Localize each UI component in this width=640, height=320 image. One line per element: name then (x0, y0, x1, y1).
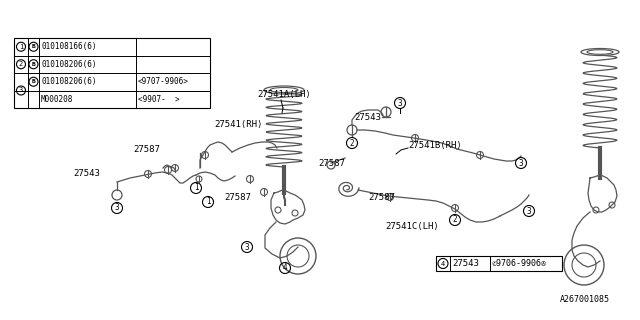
Text: 4: 4 (441, 260, 445, 267)
Text: 27543: 27543 (354, 114, 381, 123)
Text: 27541⟨RH⟩: 27541⟨RH⟩ (214, 119, 262, 129)
Bar (14, 38, 210, 108)
Text: 27543: 27543 (452, 259, 479, 268)
Text: 010108166(6): 010108166(6) (41, 42, 97, 51)
Text: 3: 3 (527, 206, 531, 215)
Ellipse shape (270, 87, 298, 92)
Text: B: B (31, 79, 35, 84)
Text: 010108206(6): 010108206(6) (41, 60, 97, 69)
Text: 27587: 27587 (318, 159, 345, 169)
Text: 3: 3 (115, 204, 119, 212)
Bar (436, 256, 562, 271)
Text: B: B (31, 44, 35, 49)
Text: 1: 1 (194, 183, 198, 193)
Text: 27543: 27543 (73, 170, 100, 179)
Text: A267001085: A267001085 (560, 295, 610, 305)
Text: 3: 3 (397, 99, 403, 108)
Text: B: B (31, 62, 35, 67)
Text: <9707-9906>: <9707-9906> (138, 77, 189, 86)
Text: 1: 1 (19, 44, 23, 50)
Text: 27541A⟨LH⟩: 27541A⟨LH⟩ (257, 90, 311, 99)
Text: <9907-  >: <9907- > (138, 95, 180, 104)
Text: 3: 3 (518, 158, 524, 167)
Text: 27587: 27587 (133, 145, 160, 154)
Text: 2: 2 (349, 139, 355, 148)
Text: 010108206(6): 010108206(6) (41, 77, 97, 86)
Ellipse shape (587, 50, 613, 54)
Text: ✆9706-9906✇: ✆9706-9906✇ (492, 259, 547, 268)
Text: 27541C⟨LH⟩: 27541C⟨LH⟩ (385, 221, 439, 230)
Text: 3: 3 (19, 87, 23, 93)
Text: 27587: 27587 (224, 194, 251, 203)
Text: 2: 2 (452, 215, 458, 225)
Text: 2: 2 (19, 61, 23, 67)
Text: M000208: M000208 (41, 95, 74, 104)
Text: 27541B⟨RH⟩: 27541B⟨RH⟩ (408, 140, 461, 149)
Text: 3: 3 (244, 243, 250, 252)
Text: 1: 1 (205, 197, 211, 206)
Text: 27587: 27587 (368, 193, 395, 202)
Text: 4: 4 (283, 263, 287, 273)
